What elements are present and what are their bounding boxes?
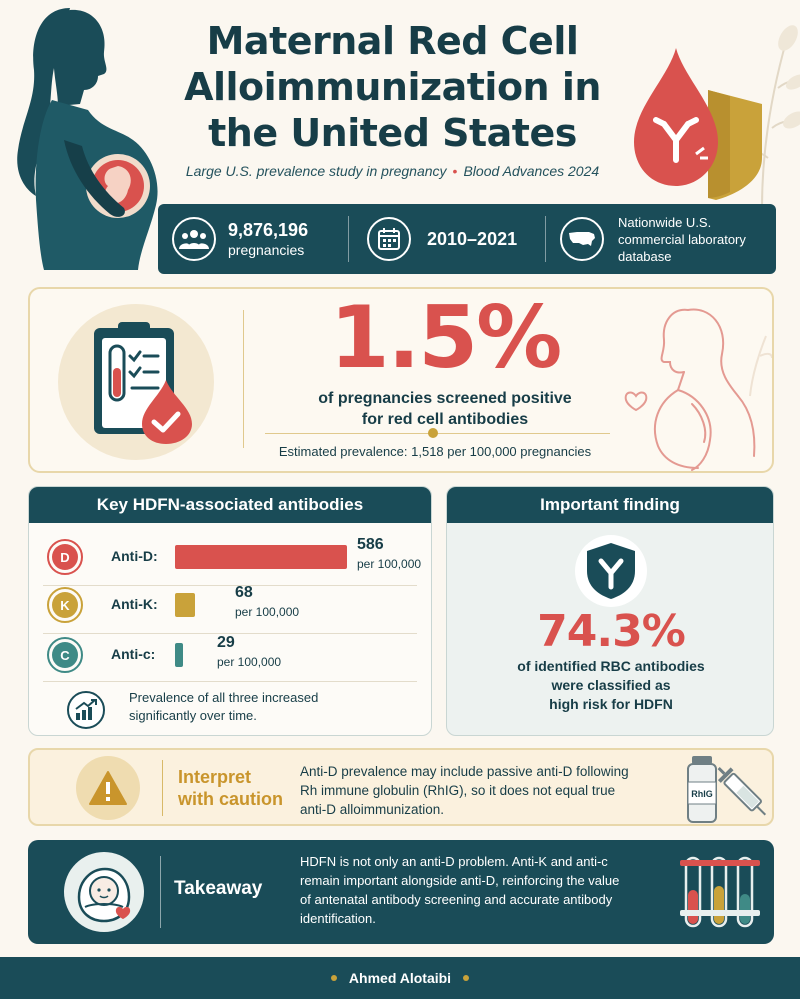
antibody-row-anti-k: K Anti-K: 68 per 100,000 [29,583,431,627]
vial-label: RhIG [691,789,713,799]
divider [243,310,244,448]
divider-dot [428,428,438,438]
blood-drop-check-icon [142,380,192,444]
finding-heading: Important finding [447,487,773,523]
caution-card [28,748,774,826]
important-finding-card: Important finding 74.3% of identified RB… [446,486,774,736]
calendar-icon [367,217,411,261]
page-title: Maternal Red Cell Alloimmunization in th… [184,19,601,155]
antibody-value: 586 [357,536,384,553]
pregnancies-label: pregnancies [228,242,305,258]
database-line-3: database [618,248,672,264]
blood-drop-antibody-icon [634,25,800,208]
antibody-name: Anti-c: [111,646,156,662]
takeaway-card [28,840,774,944]
clipboard-test-tube-icon [94,322,192,444]
pregnancies-count: 9,876,196 [228,220,309,240]
pregnant-woman-illustration [17,8,158,270]
prevalence-estimate: Estimated prevalence: 1,518 per 100,000 … [278,444,592,459]
divider [160,856,161,928]
test-tubes-icon [680,856,760,928]
high-risk-percent: 74.3% [537,606,686,657]
study-years: 2010–2021 [427,229,518,249]
antibody-name: Anti-K: [111,596,158,612]
caution-text: Anti-D prevalence may include passive an… [300,764,629,817]
stat-years: 2010–2021 [349,204,545,274]
prevalence-bar [175,643,183,667]
shield-icon [708,90,762,200]
trend-up-icon [67,691,105,729]
study-stats-bar: 9,876,196 pregnancies 2010–2021 Nationwi… [158,204,776,274]
warning-icon [76,756,140,820]
footer: Ahmed Alotaibi [0,957,800,999]
baby-icon [64,852,144,932]
antibody-row-anti-c: C Anti-c: 29 per 100,000 [29,633,431,677]
journal-citation: Blood Advances 2024 [463,163,600,179]
divider [43,633,417,634]
woman-outline-illustration [624,308,772,471]
finding-description: of identified RBC antibodies were classi… [517,658,705,712]
us-map-icon [560,217,604,261]
takeaway-heading: Takeaway [174,878,263,899]
divider [43,585,417,586]
antibody-value: 29 [217,634,235,651]
takeaway-text: HDFN is not only an anti-D problem. Anti… [300,854,620,926]
footer-dot [463,975,470,981]
subtitle: Large U.S. prevalence study in pregnancy… [170,163,615,179]
heart-icon [115,906,131,919]
antibodies-heading: Key HDFN-associated antibodies [29,487,431,523]
study-description: Large U.S. prevalence study in pregnancy [185,163,447,179]
footer-dot [330,975,337,981]
subtitle-separator: • [452,163,458,179]
people-icon [172,217,216,261]
prevalence-percent: 1.5% [329,288,563,388]
antibody-unit: per 100,000 [235,605,300,619]
stat-pregnancies: 9,876,196 pregnancies [158,204,348,274]
antibody-value: 68 [235,584,253,601]
divider [348,216,349,262]
antibody-name: Anti-D: [111,548,158,564]
antibody-shield-icon [575,535,647,607]
badge-c: C [47,637,83,673]
divider [43,681,417,682]
badge-d: D [47,539,83,575]
badge-k: K [47,587,83,623]
prevalence-bar [175,545,347,569]
antibody-unit: per 100,000 [357,557,422,571]
divider [545,216,546,262]
antibodies-card: Key HDFN-associated antibodies D Anti-D:… [28,486,432,736]
prevalence-bar [175,593,195,617]
antibody-unit: per 100,000 [217,655,282,669]
antibody-row-anti-d: D Anti-D: 586 per 100,000 [29,535,431,579]
divider [162,760,163,816]
prevalence-description: of pregnancies screened positive for red… [318,390,572,428]
database-line-1: Nationwide U.S. [618,214,712,230]
trend-note: Prevalence of all three increased signif… [129,690,319,723]
author-name: Ahmed Alotaibi [348,970,452,986]
stat-database: Nationwide U.S. commercial laboratory da… [546,204,746,274]
database-line-2: commercial laboratory [618,231,746,247]
rhig-vial-syringe-icon: RhIG [687,756,767,823]
caution-heading: Interpret with caution [178,767,283,809]
